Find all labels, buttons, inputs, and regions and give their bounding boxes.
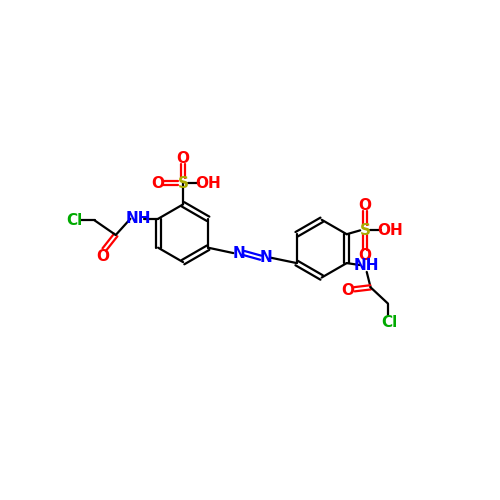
Text: S: S <box>360 223 370 238</box>
Text: O: O <box>358 248 372 263</box>
Text: NH: NH <box>354 258 380 272</box>
Text: OH: OH <box>378 223 403 238</box>
Text: Cl: Cl <box>66 213 82 228</box>
Text: NH: NH <box>126 212 151 226</box>
Text: O: O <box>96 249 109 264</box>
Text: O: O <box>176 150 190 166</box>
Text: O: O <box>151 176 164 190</box>
Text: Cl: Cl <box>382 316 398 330</box>
Text: N: N <box>260 250 272 265</box>
Text: N: N <box>232 246 245 260</box>
Text: S: S <box>178 176 188 190</box>
Text: O: O <box>358 198 372 213</box>
Text: OH: OH <box>195 176 221 190</box>
Text: O: O <box>341 283 354 298</box>
